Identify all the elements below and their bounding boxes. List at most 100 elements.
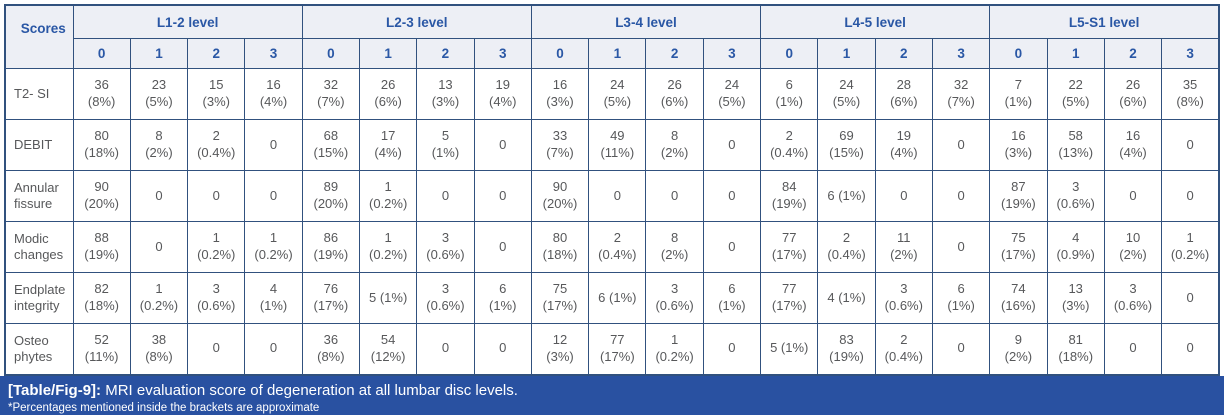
score-number-header: 1	[358, 38, 418, 69]
score-number-header: 3	[702, 38, 762, 69]
score-cell: 77 (17%)	[760, 272, 819, 324]
score-cell: 80 (18%)	[72, 119, 131, 171]
score-cell: 76 (17%)	[301, 272, 360, 324]
score-cell: 80 (18%)	[530, 221, 590, 273]
row-label: DEBIT	[4, 119, 74, 171]
table-row: Annular fissure 90 (20%) 0 0 0 89 (20%) 1 (0.2…	[4, 170, 1220, 222]
score-cell: 5 (1%)	[416, 119, 475, 171]
score-number-header: 2	[874, 38, 933, 69]
score-cell: 28 (6%)	[874, 68, 933, 120]
score-cell: 8 (2%)	[645, 221, 704, 273]
score-cell: 83 (19%)	[817, 323, 876, 375]
score-number-header: 0	[301, 38, 360, 69]
score-cell: 4 (1%)	[244, 272, 303, 324]
score-cell: 75 (17%)	[530, 272, 590, 324]
score-cell: 0	[1161, 170, 1220, 222]
score-cell: 3 (0.6%)	[874, 272, 933, 324]
score-number-header: 0	[989, 38, 1048, 69]
score-number-header: 2	[187, 38, 246, 69]
score-cell: 2 (0.4%)	[588, 221, 647, 273]
score-cell: 0	[874, 170, 933, 222]
score-cell: 90 (20%)	[530, 170, 590, 222]
score-cell: 23 (5%)	[129, 68, 189, 120]
score-cell: 2 (0.4%)	[760, 119, 819, 171]
score-cell: 3 (0.6%)	[416, 221, 475, 273]
score-cell: 69 (15%)	[817, 119, 876, 171]
score-cell: 26 (6%)	[1103, 68, 1163, 120]
score-cell: 32 (7%)	[931, 68, 991, 120]
score-cell: 2 (0.4%)	[187, 119, 246, 171]
score-cell: 0	[244, 170, 303, 222]
score-cell: 2 (0.4%)	[874, 323, 933, 375]
score-cell: 52 (11%)	[72, 323, 131, 375]
score-cell: 3 (0.6%)	[187, 272, 246, 324]
score-number-header: 0	[72, 38, 131, 69]
score-cell: 15 (3%)	[187, 68, 246, 120]
mri-score-table: Scores L1-2 level L2-3 level L3-4 level L4-…	[4, 4, 1220, 376]
score-cell: 0	[931, 323, 991, 375]
score-cell: 16 (3%)	[530, 68, 590, 120]
row-label: Annular fissure	[4, 170, 74, 222]
score-cell: 6 (1%)	[931, 272, 991, 324]
score-number-header: 3	[931, 38, 991, 69]
score-cell: 4 (0.9%)	[1046, 221, 1105, 273]
level-header: L3-4 level	[530, 4, 762, 39]
score-cell: 84 (19%)	[760, 170, 819, 222]
score-cell: 0	[129, 170, 189, 222]
score-cell: 1 (0.2%)	[1161, 221, 1220, 273]
score-cell: 16 (4%)	[1103, 119, 1163, 171]
table-row: DEBIT 80 (18%) 8 (2%) 2 (0.4%) 0 68 (15%) 17 (…	[4, 119, 1220, 171]
score-cell: 11 (2%)	[874, 221, 933, 273]
score-cell: 86 (19%)	[301, 221, 360, 273]
score-cell: 38 (8%)	[129, 323, 189, 375]
score-cell: 0	[416, 323, 475, 375]
table-row: Endplate integrity 82 (18%) 1 (0.2%) 3 (0.6…	[4, 272, 1220, 324]
score-number-header: 2	[645, 38, 704, 69]
score-cell: 24 (5%)	[702, 68, 762, 120]
score-cell: 3 (0.6%)	[1046, 170, 1105, 222]
score-cell: 8 (2%)	[645, 119, 704, 171]
score-cell: 0	[931, 119, 991, 171]
caption-text: MRI evaluation score of degeneration at …	[105, 381, 518, 399]
score-cell: 0	[1161, 272, 1220, 324]
score-cell: 49 (11%)	[588, 119, 647, 171]
row-label: Osteo phytes	[4, 323, 74, 375]
level-header: L5-S1 level	[989, 4, 1220, 39]
score-cell: 1 (0.2%)	[129, 272, 189, 324]
score-cell: 10 (2%)	[1103, 221, 1163, 273]
score-cell: 0	[473, 119, 532, 171]
score-cell: 1 (0.2%)	[645, 323, 704, 375]
score-cell: 5 (1%)	[358, 272, 418, 324]
score-cell: 26 (6%)	[645, 68, 704, 120]
score-cell: 6 (1%)	[817, 170, 876, 222]
score-cell: 1 (0.2%)	[187, 221, 246, 273]
score-cell: 36 (8%)	[301, 323, 360, 375]
score-number-header: 3	[1161, 38, 1220, 69]
score-cell: 6 (1%)	[702, 272, 762, 324]
score-number-header: 2	[1103, 38, 1163, 69]
level-header-row: Scores L1-2 level L2-3 level L3-4 level L4-…	[4, 4, 1220, 69]
score-cell: 54 (12%)	[358, 323, 418, 375]
caption-line: [Table/Fig-9]: MRI evaluation score of d…	[8, 382, 1214, 401]
score-cell: 0	[645, 170, 704, 222]
score-cell: 0	[473, 170, 532, 222]
level-header: L1-2 level	[72, 4, 303, 39]
score-cell: 32 (7%)	[301, 68, 360, 120]
caption-label: [Table/Fig-9]:	[8, 381, 102, 399]
score-cell: 0	[931, 170, 991, 222]
score-number-header: 1	[588, 38, 647, 69]
score-cell: 0	[702, 221, 762, 273]
score-cell: 0	[473, 221, 532, 273]
score-cell: 26 (6%)	[358, 68, 418, 120]
score-cell: 0	[1161, 119, 1220, 171]
score-cell: 0	[702, 323, 762, 375]
score-cell: 0	[702, 170, 762, 222]
score-cell: 4 (1%)	[817, 272, 876, 324]
score-cell: 8 (2%)	[129, 119, 189, 171]
score-cell: 77 (17%)	[760, 221, 819, 273]
score-cell: 0	[588, 170, 647, 222]
score-cell: 19 (4%)	[874, 119, 933, 171]
score-cell: 3 (0.6%)	[1103, 272, 1163, 324]
caption-bar: [Table/Fig-9]: MRI evaluation score of d…	[0, 375, 1224, 415]
row-label: Modic changes	[4, 221, 74, 273]
